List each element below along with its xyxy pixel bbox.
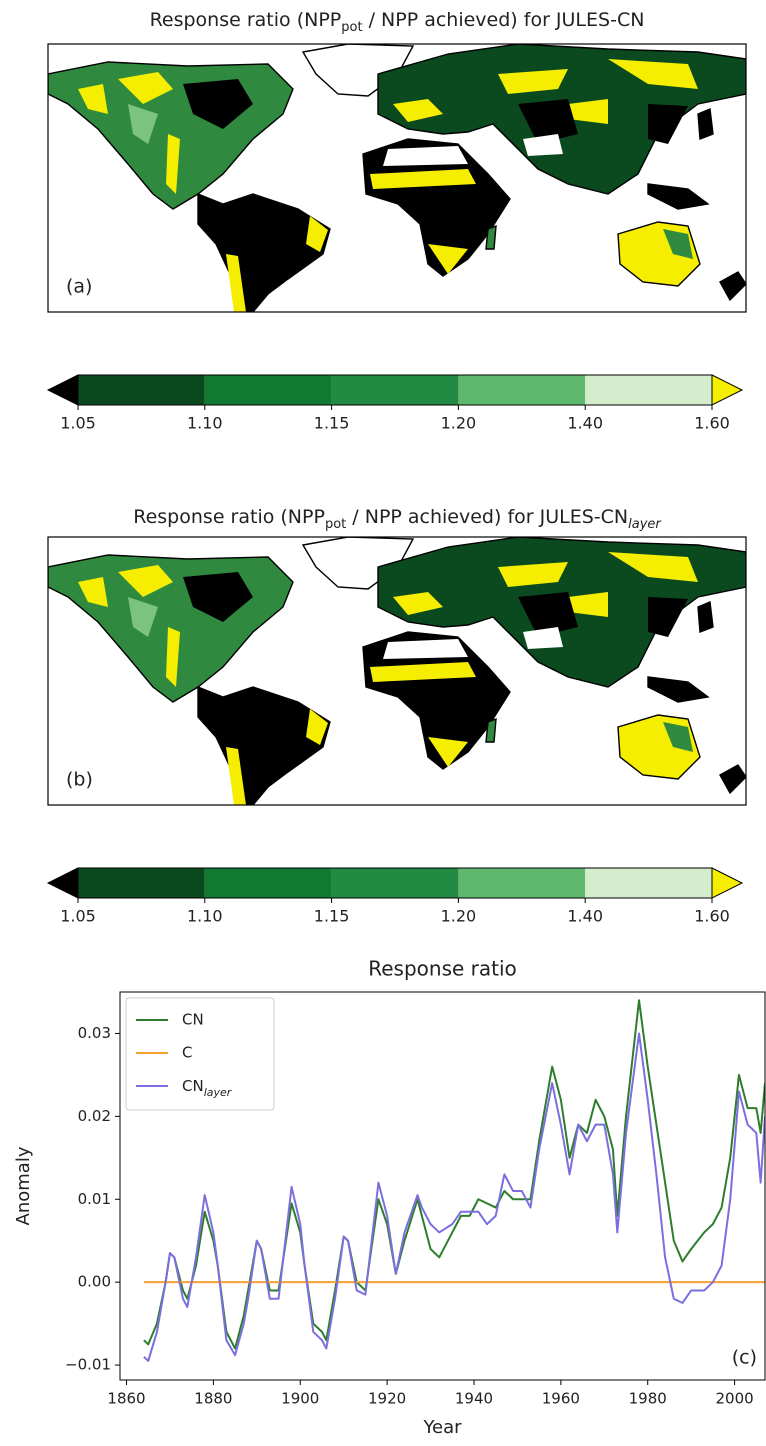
map-title: Response ratio (NPPpot / NPP achieved) f…: [133, 506, 662, 533]
y-tick-label: −0.01: [65, 1356, 111, 1374]
x-axis-label: Year: [422, 1417, 462, 1438]
world-map: [48, 44, 746, 312]
colorbar-segment: [78, 868, 205, 898]
colorbar-segment: [204, 868, 332, 898]
colorbar-segment: [585, 375, 712, 405]
plot-frame: [119, 991, 766, 1381]
map-title: Response ratio (NPPpot / NPP achieved) f…: [150, 9, 645, 36]
data-line: [143, 999, 765, 1350]
world-map: [48, 537, 746, 805]
x-tick-label: 1920: [368, 1390, 406, 1408]
legend-box: [125, 997, 275, 1111]
colorbar-under: [46, 867, 79, 899]
legend-label: CN: [182, 1011, 204, 1029]
title-subscript: pot: [341, 20, 362, 35]
title-subscript: pot: [325, 517, 346, 532]
colorbar-over: [711, 374, 744, 406]
colorbar-tick-label: 1.10: [187, 907, 223, 926]
colorbar-segment: [458, 375, 586, 405]
colorbar-tick-label: 1.40: [567, 414, 603, 433]
colorbar-tick-label: 1.60: [694, 414, 730, 433]
colorbar-frame: [77, 374, 713, 406]
colorbar-tick-label: 1.20: [441, 414, 477, 433]
colorbar-over: [711, 867, 744, 899]
x-tick-label: 1980: [629, 1390, 667, 1408]
colorbar-tick-label: 1.05: [60, 907, 96, 926]
panel-label: (a): [66, 276, 92, 298]
y-tick-label: 0.01: [78, 1190, 111, 1208]
title-text: Response ratio (NPP: [150, 9, 342, 31]
colorbar-tick-label: 1.20: [441, 907, 477, 926]
y-axis-label: Anomaly: [13, 1146, 34, 1225]
colorbar-segment: [78, 375, 205, 405]
title-text: / NPP achieved) for JULES-CN: [346, 506, 628, 528]
x-tick-label: 1940: [455, 1390, 493, 1408]
title-text: Response ratio (NPP: [133, 506, 325, 528]
y-tick-label: 0.02: [78, 1107, 111, 1125]
chart-title: Response ratio: [368, 957, 517, 981]
colorbar-under: [46, 374, 79, 406]
x-tick-label: 1960: [542, 1390, 580, 1408]
colorbar-tick-label: 1.15: [314, 414, 350, 433]
x-tick-label: 1880: [194, 1390, 232, 1408]
colorbar-segment: [585, 868, 712, 898]
y-tick-label: 0.00: [78, 1273, 111, 1291]
colorbar-segment: [458, 868, 586, 898]
colorbar-segment: [204, 375, 332, 405]
x-tick-label: 1900: [281, 1390, 319, 1408]
y-tick-label: 0.03: [78, 1024, 111, 1042]
colorbar-tick-label: 1.15: [314, 907, 350, 926]
data-line: [143, 1032, 765, 1362]
title-subscript: layer: [628, 517, 662, 532]
colorbar-tick-label: 1.10: [187, 414, 223, 433]
legend-text: CN: [182, 1077, 204, 1095]
colorbar-tick-label: 1.40: [567, 907, 603, 926]
legend-label: CNlayer: [182, 1077, 233, 1099]
x-tick-label: 1860: [107, 1390, 145, 1408]
colorbar-segment: [331, 375, 459, 405]
x-tick-label: 2000: [716, 1390, 754, 1408]
panel-label: (b): [66, 769, 93, 791]
legend-label: C: [182, 1044, 192, 1062]
legend-subscript: layer: [204, 1086, 233, 1099]
colorbar-tick-label: 1.60: [694, 907, 730, 926]
colorbar-frame: [77, 867, 713, 899]
panel-label: (c): [732, 1347, 757, 1369]
title-text: / NPP achieved) for JULES-CN: [363, 9, 645, 31]
colorbar-segment: [331, 868, 459, 898]
colorbar-tick-label: 1.05: [60, 414, 96, 433]
